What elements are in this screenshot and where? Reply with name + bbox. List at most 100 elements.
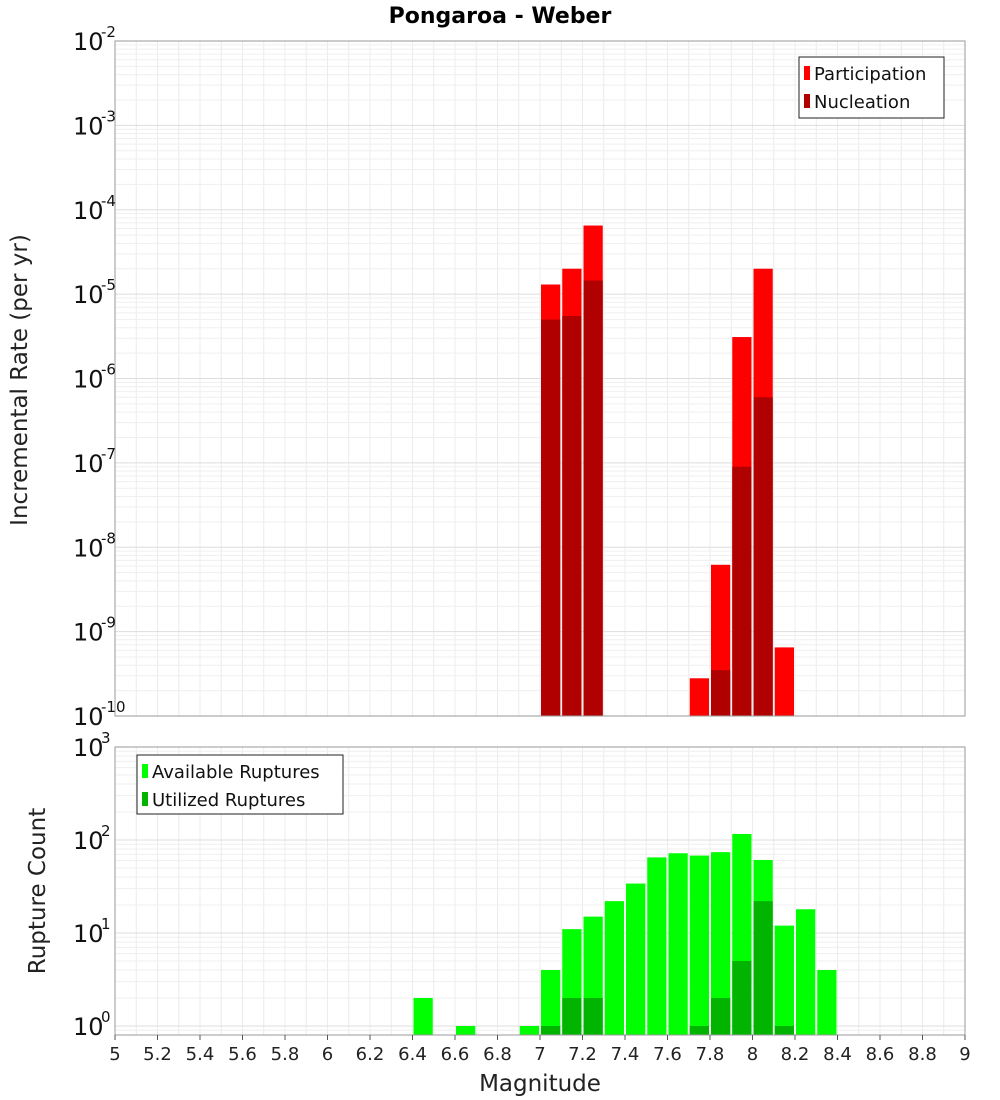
bar-utilized-ruptures [774,1025,794,1035]
legend-label: Utilized Ruptures [152,790,305,811]
y-tick-base: 10 [73,197,104,225]
y-tick-base: 10 [73,619,104,647]
count-bars [413,834,837,1035]
y-tick-label: 103 [73,729,111,762]
y-tick-base: 10 [73,920,104,948]
y-tick-label: 10-4 [73,192,116,225]
legend-swatch [804,94,810,108]
x-tick-label: 6 [322,1044,333,1065]
y-tick-exponent: 0 [101,1008,111,1026]
y-tick-base: 10 [73,534,104,562]
bar-nucleation [732,466,752,716]
y-tick-exponent: -7 [101,445,116,463]
y-tick-base: 10 [73,281,104,309]
bar-available-ruptures [647,857,667,1035]
bar-nucleation [541,319,561,716]
y-tick-base: 10 [73,1013,104,1041]
y-tick-exponent: -8 [101,529,116,547]
legend-swatch [142,792,148,806]
bar-nucleation [583,280,603,716]
bar-available-ruptures [711,852,731,1035]
x-tick-label: 8.4 [823,1044,852,1065]
y-tick-exponent: -3 [101,107,116,125]
bar-nucleation [753,397,773,716]
y-tick-exponent: 2 [101,822,111,840]
y-tick-label: 10-9 [73,614,116,647]
bar-participation [774,647,794,716]
y-tick-label: 10-10 [73,698,126,731]
bar-utilized-ruptures [689,1025,709,1035]
bar-utilized-ruptures [583,997,603,1035]
bar-available-ruptures [456,1025,476,1035]
y-tick-label: 10-5 [73,276,116,309]
y-tick-label: 10-8 [73,529,116,562]
x-tick-label: 7.8 [696,1044,725,1065]
legend-label: Available Ruptures [152,762,320,783]
y-tick-label: 10-7 [73,445,116,478]
x-tick-label: 5.2 [143,1044,172,1065]
y-tick-exponent: -5 [101,276,116,294]
y-tick-label: 101 [73,915,111,948]
x-tick-label: 8.8 [908,1044,937,1065]
bar-utilized-ruptures [711,997,731,1035]
legend-box [136,754,344,815]
y-tick-exponent: 3 [101,729,111,747]
x-tick-label: 5 [109,1044,120,1065]
y-tick-exponent: -10 [101,698,126,716]
y-tick-exponent: 1 [101,915,111,933]
y-tick-base: 10 [73,366,104,394]
y-tick-base: 10 [73,28,104,56]
rate-grid [114,40,966,717]
x-tick-label: 6.2 [356,1044,385,1065]
x-tick-label: 5.8 [271,1044,300,1065]
y-tick-label: 100 [73,1008,111,1041]
legend-label: Nucleation [814,92,910,113]
bar-available-ruptures [626,883,646,1035]
y-tick-base: 10 [73,827,104,855]
y-tick-exponent: -6 [101,361,116,379]
x-axis-label: Magnitude [479,1071,601,1097]
legend-label: Participation [814,64,926,85]
bar-utilized-ruptures [753,901,773,1035]
bar-utilized-ruptures [732,960,752,1035]
y-tick-label: 10-6 [73,361,116,394]
y-tick-base: 10 [73,112,104,140]
x-tick-label: 9 [959,1044,970,1065]
bar-available-ruptures [796,909,816,1035]
x-tick-label: 6.8 [483,1044,512,1065]
bar-available-ruptures [541,969,561,1035]
y-tick-label: 10-2 [73,23,116,56]
chart-title: Pongaroa - Weber [389,4,612,29]
rate-plot-frame [114,40,966,717]
count-legend: Available Ruptures Utilized Ruptures [136,754,344,815]
bar-available-ruptures [689,855,709,1035]
x-tick-label: 7.2 [568,1044,597,1065]
bar-available-ruptures [604,901,624,1035]
bar-nucleation [711,670,731,716]
x-tick-label: 6.4 [398,1044,427,1065]
x-tick-label: 8.6 [866,1044,895,1065]
legend-swatch [142,764,148,778]
bar-participation [689,678,709,716]
y-tick-base: 10 [73,450,104,478]
bar-available-ruptures [774,925,794,1035]
rate-legend: Participation Nucleation [798,56,945,119]
y-tick-exponent: -9 [101,614,116,632]
bar-available-ruptures [413,997,433,1035]
x-tick-label: 5.6 [228,1044,257,1065]
x-tick-label: 8.2 [781,1044,810,1065]
legend-box [798,56,945,119]
rate-y-axis-label: Incremental Rate (per yr) [7,234,33,526]
count-y-axis-label: Rupture Count [25,808,51,974]
rate-bars [541,225,794,716]
x-tick-label: 6.6 [441,1044,470,1065]
y-tick-base: 10 [73,734,104,762]
bar-utilized-ruptures [541,1025,561,1035]
y-tick-label: 10-3 [73,107,116,140]
x-tick-label: 8 [747,1044,758,1065]
y-tick-exponent: -4 [101,192,116,210]
